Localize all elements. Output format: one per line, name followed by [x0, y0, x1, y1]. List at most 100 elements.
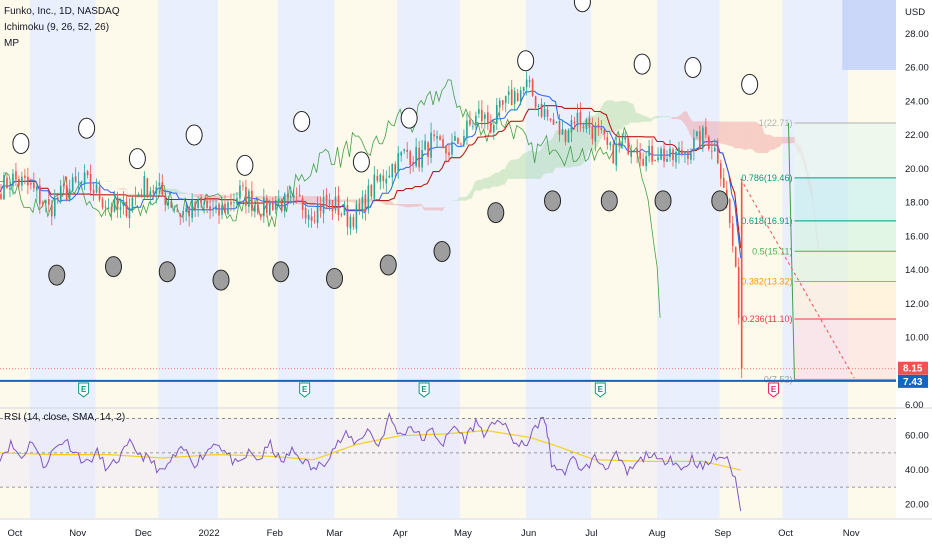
- cloud-segment: [618, 100, 622, 130]
- candle-body: [0, 194, 2, 200]
- cloud-segment: [430, 207, 434, 211]
- candle-body: [328, 199, 331, 206]
- legend-mp[interactable]: MP: [4, 38, 19, 49]
- candle-body: [388, 175, 391, 178]
- candle-body: [143, 175, 146, 198]
- candle-body: [164, 196, 167, 205]
- cloud-segment: [773, 136, 777, 150]
- candle-body: [39, 185, 41, 204]
- cloud-segment: [462, 196, 466, 201]
- price-tick-label: 10.00: [905, 333, 929, 344]
- candle-body: [221, 205, 223, 215]
- support-line[interactable]: [0, 368, 896, 382]
- rsi-ma-line: [0, 429, 741, 471]
- cloud-segment: [639, 113, 643, 123]
- candle-body: [564, 130, 567, 142]
- candle-body: [68, 189, 71, 202]
- pivot-high-marker: [185, 124, 203, 146]
- candle-body: [615, 143, 618, 166]
- cloud-segment: [672, 117, 675, 120]
- candle-body: [555, 122, 558, 123]
- candle-body: [158, 182, 161, 186]
- cloud-segment: [471, 181, 475, 199]
- candle-body: [209, 206, 211, 211]
- pivot-low-marker: [711, 190, 729, 212]
- candle-body: [170, 201, 173, 208]
- pivot-low-marker: [104, 256, 122, 278]
- price-tick-label: 12.00: [905, 299, 929, 310]
- earnings-label: E: [771, 385, 777, 394]
- candle-body: [507, 91, 510, 95]
- cloud-segment: [722, 121, 726, 145]
- cloud-segment: [188, 193, 192, 195]
- fib-zone: [794, 177, 896, 221]
- candle-body: [47, 199, 50, 205]
- candle-body: [197, 198, 199, 209]
- time-tick-label: Nov: [69, 528, 86, 539]
- cloud-segment: [606, 100, 610, 133]
- cloud-segment: [346, 199, 350, 203]
- cloud-segment: [558, 130, 562, 168]
- cloud-segment: [740, 121, 744, 150]
- candle-body: [633, 149, 635, 152]
- pivot-low-marker: [379, 254, 397, 276]
- last-price-badge: [898, 361, 928, 375]
- cloud-segment: [755, 121, 759, 154]
- cloud-segment: [259, 196, 263, 200]
- candle-body: [53, 198, 56, 217]
- candle-body: [346, 205, 349, 227]
- cloud-segment: [415, 203, 419, 207]
- candle-body: [271, 201, 274, 211]
- pivot-high-marker: [293, 111, 311, 132]
- candle-body: [516, 93, 519, 102]
- candle-body: [74, 176, 77, 182]
- candle-body: [585, 119, 588, 129]
- candle-body: [242, 185, 244, 187]
- legend-ichimoku[interactable]: Ichimoku (9, 26, 52, 26): [4, 22, 110, 33]
- candle-body: [546, 109, 549, 117]
- cloud-segment: [352, 199, 356, 204]
- candle-body: [36, 186, 38, 191]
- cloud-segment: [394, 203, 398, 206]
- candle-body: [406, 149, 409, 152]
- cloud-segment: [182, 192, 186, 195]
- candle-body: [355, 204, 358, 230]
- candle-body: [140, 194, 143, 197]
- candle-body: [191, 199, 193, 218]
- cloud-segment: [241, 193, 245, 196]
- candle-body: [65, 185, 68, 201]
- candle-body: [675, 151, 677, 163]
- support-price-badge: [898, 374, 928, 388]
- candle-body: [597, 124, 600, 128]
- candle-body: [472, 125, 474, 127]
- cloud-segment: [226, 195, 230, 198]
- candle-body: [696, 131, 698, 136]
- cloud-segment: [116, 188, 120, 190]
- cloud-segment: [630, 103, 634, 123]
- cloud-segment: [695, 121, 699, 141]
- cloud-segment: [737, 121, 741, 149]
- candle-body: [83, 172, 86, 185]
- time-tick-label: Oct: [778, 528, 793, 539]
- fib-zone: [794, 220, 896, 252]
- cloud-segment: [448, 200, 451, 208]
- candle-body: [218, 203, 220, 216]
- earnings-label: E: [598, 385, 604, 394]
- candle-body: [379, 174, 382, 182]
- cloud-segment: [749, 121, 753, 150]
- price-candles[interactable]: [0, 71, 743, 378]
- legend-symbol[interactable]: Funko, Inc., 1D, NASDAQ: [4, 6, 120, 17]
- last-price-text: 8.15: [903, 364, 923, 375]
- candle-body: [382, 175, 385, 182]
- cloud-segment: [492, 172, 496, 187]
- candle-body: [334, 196, 337, 211]
- candle-body: [257, 204, 259, 214]
- candle-body: [534, 96, 537, 108]
- cloud-segment: [107, 180, 111, 182]
- time-tick-label: Aug: [649, 528, 666, 539]
- candle-body: [708, 136, 710, 149]
- cloud-segment: [555, 130, 559, 168]
- candle-body: [469, 119, 471, 125]
- legend-rsi[interactable]: RSI (14, close, SMA, 14, 2): [4, 412, 126, 423]
